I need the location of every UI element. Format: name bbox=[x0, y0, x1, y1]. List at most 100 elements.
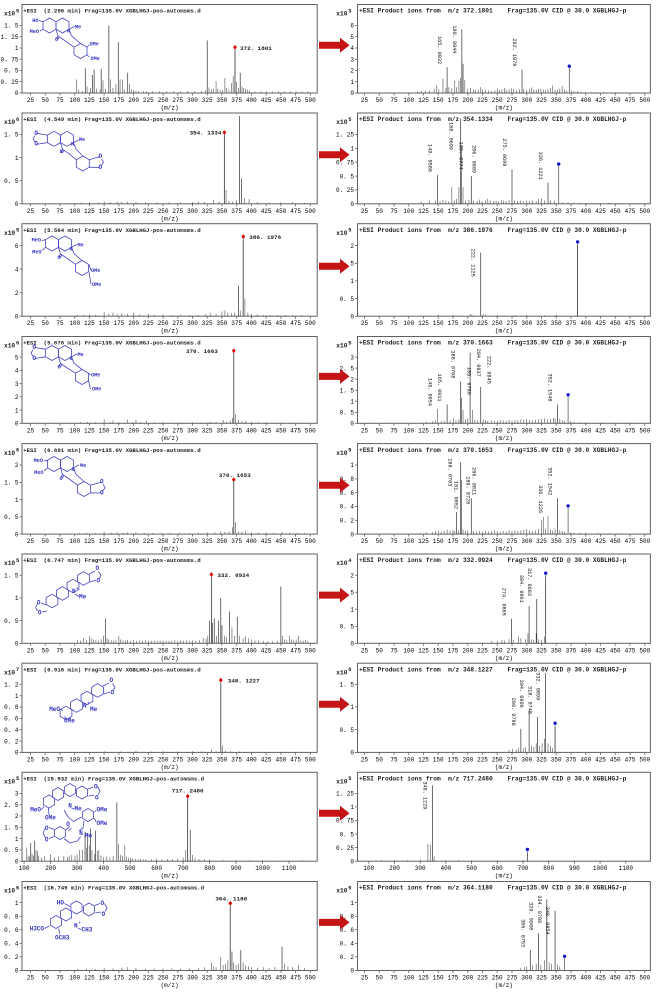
svg-text:354. 1334: 354. 1334 bbox=[190, 130, 222, 137]
svg-text:717. 2480: 717. 2480 bbox=[172, 788, 204, 795]
svg-text:250: 250 bbox=[158, 427, 169, 434]
svg-text:5: 5 bbox=[348, 117, 351, 123]
svg-text:450: 450 bbox=[610, 975, 621, 982]
svg-text:2: 2 bbox=[350, 376, 354, 383]
svg-text:175: 175 bbox=[448, 756, 459, 763]
svg-text:200: 200 bbox=[128, 647, 139, 654]
svg-text:75: 75 bbox=[390, 208, 398, 215]
svg-text:N: N bbox=[69, 356, 72, 362]
svg-text:450: 450 bbox=[275, 647, 286, 654]
svg-text:175: 175 bbox=[448, 647, 459, 654]
svg-text:375: 375 bbox=[566, 320, 577, 327]
svg-text:200: 200 bbox=[462, 320, 473, 327]
svg-text:325: 325 bbox=[202, 427, 213, 434]
svg-text:275: 275 bbox=[172, 756, 183, 763]
svg-text:500: 500 bbox=[125, 865, 136, 872]
svg-text:275: 275 bbox=[507, 975, 518, 982]
svg-text:25: 25 bbox=[27, 647, 35, 654]
svg-text:0. 5: 0. 5 bbox=[340, 410, 355, 417]
svg-text:206. 0809: 206. 0809 bbox=[470, 145, 476, 173]
svg-text:325: 325 bbox=[536, 975, 547, 982]
svg-text:225: 225 bbox=[143, 538, 154, 545]
svg-text:1: 1 bbox=[350, 462, 354, 469]
svg-text:2: 2 bbox=[350, 68, 354, 75]
svg-text:300: 300 bbox=[187, 208, 198, 215]
svg-text:100: 100 bbox=[403, 647, 414, 654]
svg-text:425: 425 bbox=[261, 756, 272, 763]
svg-text:300: 300 bbox=[521, 647, 532, 654]
svg-text:450: 450 bbox=[610, 756, 621, 763]
svg-text:2: 2 bbox=[15, 394, 19, 401]
svg-text:O: O bbox=[100, 489, 104, 496]
svg-text:0. 5: 0. 5 bbox=[340, 296, 355, 303]
svg-text:MeO: MeO bbox=[30, 807, 41, 814]
svg-text:325: 325 bbox=[536, 756, 547, 763]
svg-text:125: 125 bbox=[84, 427, 95, 434]
svg-text:4: 4 bbox=[350, 45, 354, 52]
svg-text:275: 275 bbox=[172, 975, 183, 982]
svg-text:x10: x10 bbox=[336, 560, 347, 567]
svg-text:1: 1 bbox=[350, 79, 354, 86]
svg-text:50: 50 bbox=[376, 97, 384, 104]
svg-text:H3CO: H3CO bbox=[30, 926, 45, 933]
svg-text:0: 0 bbox=[350, 858, 354, 865]
svg-text:HO: HO bbox=[57, 900, 65, 907]
svg-text:375: 375 bbox=[231, 427, 242, 434]
svg-text:(m/z): (m/z) bbox=[161, 546, 179, 553]
svg-text:500: 500 bbox=[305, 427, 316, 434]
svg-text:225: 225 bbox=[143, 320, 154, 327]
svg-text:200: 200 bbox=[45, 865, 56, 872]
svg-text:500: 500 bbox=[639, 208, 650, 215]
svg-text:189. 0774: 189. 0774 bbox=[457, 142, 463, 170]
svg-text:+ESI Product ions from m/z 34: +ESI Product ions from m/z 348.1227 Frag… bbox=[359, 666, 627, 673]
svg-text:75: 75 bbox=[390, 427, 398, 434]
svg-text:O: O bbox=[102, 911, 106, 918]
svg-text:304. 0906: 304. 0906 bbox=[518, 680, 524, 708]
svg-text:275: 275 bbox=[172, 538, 183, 545]
svg-text:150: 150 bbox=[433, 208, 444, 215]
svg-text:300: 300 bbox=[72, 865, 83, 872]
svg-text:CH3: CH3 bbox=[82, 927, 93, 934]
svg-text:275: 275 bbox=[172, 208, 183, 215]
svg-text:50: 50 bbox=[42, 538, 50, 545]
svg-text:3: 3 bbox=[350, 56, 354, 63]
svg-text:425: 425 bbox=[595, 427, 606, 434]
svg-text:O: O bbox=[59, 476, 62, 482]
svg-text:0. 5: 0. 5 bbox=[340, 173, 355, 180]
svg-text:50: 50 bbox=[376, 320, 384, 327]
svg-text:0: 0 bbox=[15, 90, 19, 97]
svg-text:75: 75 bbox=[56, 97, 64, 104]
svg-text:475: 475 bbox=[290, 320, 301, 327]
svg-text:+ESI (15.932 min) Frag=135.0V: +ESI (15.932 min) Frag=135.0V XGBLHGJ-po… bbox=[23, 776, 204, 783]
svg-text:149. 0954: 149. 0954 bbox=[427, 378, 433, 406]
svg-text:25: 25 bbox=[27, 320, 35, 327]
svg-text:425: 425 bbox=[261, 647, 272, 654]
svg-text:6: 6 bbox=[348, 667, 351, 673]
svg-text:5: 5 bbox=[16, 228, 19, 234]
svg-text:1000: 1000 bbox=[593, 865, 608, 872]
svg-text:+ESI Product ions from m/z 37: +ESI Product ions from m/z 372.1801 Frag… bbox=[359, 8, 627, 15]
svg-text:1. 25: 1. 25 bbox=[336, 132, 354, 139]
svg-text:250: 250 bbox=[158, 320, 169, 327]
svg-text:100: 100 bbox=[403, 320, 414, 327]
svg-text:350: 350 bbox=[216, 320, 227, 327]
svg-text:350: 350 bbox=[551, 97, 562, 104]
svg-text:304. 0961: 304. 0961 bbox=[518, 575, 524, 603]
svg-text:317. 0683: 317. 0683 bbox=[526, 568, 532, 596]
svg-text:300: 300 bbox=[187, 97, 198, 104]
svg-text:150: 150 bbox=[99, 427, 110, 434]
svg-text:290. 0798: 290. 0798 bbox=[510, 698, 516, 726]
svg-text:425: 425 bbox=[595, 756, 606, 763]
svg-text:O: O bbox=[95, 795, 99, 802]
svg-text:(m/z): (m/z) bbox=[495, 982, 513, 989]
svg-text:275: 275 bbox=[507, 647, 518, 654]
svg-text:0. 75: 0. 75 bbox=[336, 818, 354, 825]
svg-text:0. 6: 0. 6 bbox=[4, 927, 19, 934]
svg-text:336. 1226: 336. 1226 bbox=[537, 485, 543, 513]
svg-text:250: 250 bbox=[158, 97, 169, 104]
svg-text:25: 25 bbox=[361, 208, 369, 215]
svg-text:175: 175 bbox=[113, 208, 124, 215]
svg-text:O: O bbox=[45, 837, 49, 844]
svg-text:250: 250 bbox=[492, 538, 503, 545]
svg-text:200: 200 bbox=[462, 208, 473, 215]
